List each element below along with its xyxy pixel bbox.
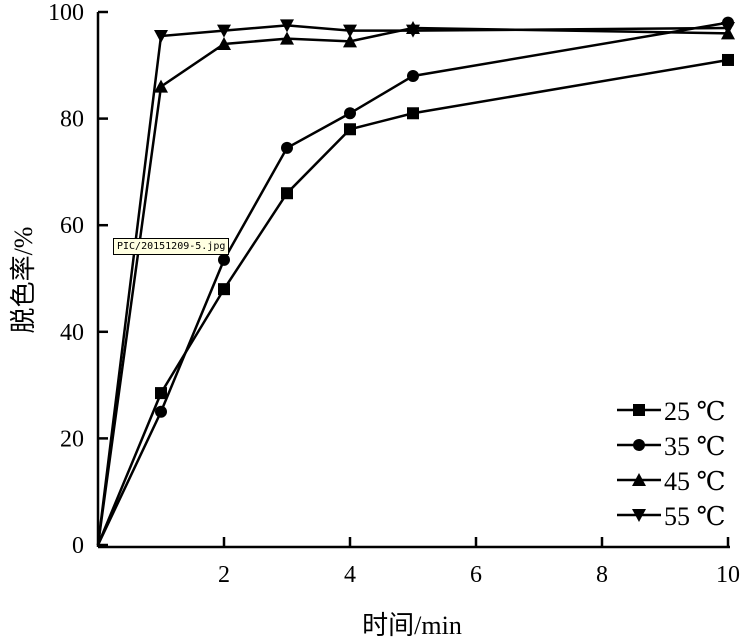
- marker-circle: [344, 107, 356, 120]
- legend-item: 25 ℃: [617, 397, 726, 426]
- marker-triangle-down: [343, 24, 357, 38]
- marker-square: [344, 123, 356, 136]
- x-tick-label: 8: [596, 562, 608, 588]
- marker-triangle-up: [154, 79, 168, 93]
- y-axis-title: 脱色率/%: [9, 227, 38, 334]
- marker-triangle-up: [217, 36, 231, 50]
- legend-label: 55 ℃: [664, 502, 726, 531]
- series-line: [96, 26, 729, 546]
- marker-circle: [155, 405, 167, 418]
- series-group: [96, 16, 735, 546]
- y-tick-label: 100: [48, 0, 84, 26]
- legend-item: 35 ℃: [617, 432, 726, 461]
- marker-triangle-up: [632, 473, 646, 486]
- series-line: [96, 21, 729, 546]
- marker-triangle-down: [721, 21, 735, 35]
- marker-triangle-down: [217, 24, 231, 38]
- marker-triangle-up: [343, 34, 357, 48]
- axes: 0 20 40 60 80 100 2 4 6 8 10: [48, 0, 740, 588]
- x-axis-title: 时间/min: [362, 611, 462, 640]
- marker-circle: [407, 69, 419, 82]
- legend-label: 45 ℃: [664, 467, 726, 496]
- marker-triangle-up: [280, 31, 294, 45]
- x-tick-label: 2: [218, 562, 230, 588]
- legend-item: 45 ℃: [617, 467, 726, 496]
- y-tick-label: 60: [60, 213, 84, 239]
- y-tick-label: 20: [60, 426, 84, 452]
- y-tick-label: 80: [60, 107, 84, 133]
- series-line: [96, 58, 729, 546]
- x-tick-label: 10: [716, 562, 740, 588]
- x-tick-label: 4: [344, 562, 356, 588]
- marker-triangle-down: [280, 19, 294, 33]
- y-tick-label: 0: [72, 533, 84, 559]
- marker-circle: [633, 439, 645, 451]
- legend: 25 ℃ 35 ℃ 45 ℃ 55 ℃: [617, 397, 726, 531]
- marker-triangle-down: [154, 29, 168, 43]
- marker-circle: [218, 253, 230, 266]
- marker-square: [218, 283, 230, 296]
- marker-triangle-down: [406, 24, 420, 38]
- marker-square: [155, 387, 167, 400]
- series-45c: [96, 20, 735, 546]
- legend-label: 35 ℃: [664, 432, 726, 461]
- marker-square: [722, 53, 734, 66]
- marker-triangle-down: [632, 509, 646, 522]
- series-25c: [96, 53, 734, 546]
- series-55c: [96, 19, 735, 546]
- legend-label: 25 ℃: [664, 397, 726, 426]
- image-filename-tooltip: PIC/20151209-5.jpg: [113, 238, 230, 255]
- series-35c: [96, 16, 734, 546]
- y-tick-label: 40: [60, 320, 84, 346]
- marker-square: [281, 187, 293, 200]
- marker-square: [407, 107, 419, 120]
- series-line: [96, 24, 729, 546]
- x-tick-label: 6: [470, 562, 482, 588]
- marker-square: [633, 404, 645, 416]
- legend-item: 55 ℃: [617, 502, 726, 531]
- marker-circle: [281, 141, 293, 154]
